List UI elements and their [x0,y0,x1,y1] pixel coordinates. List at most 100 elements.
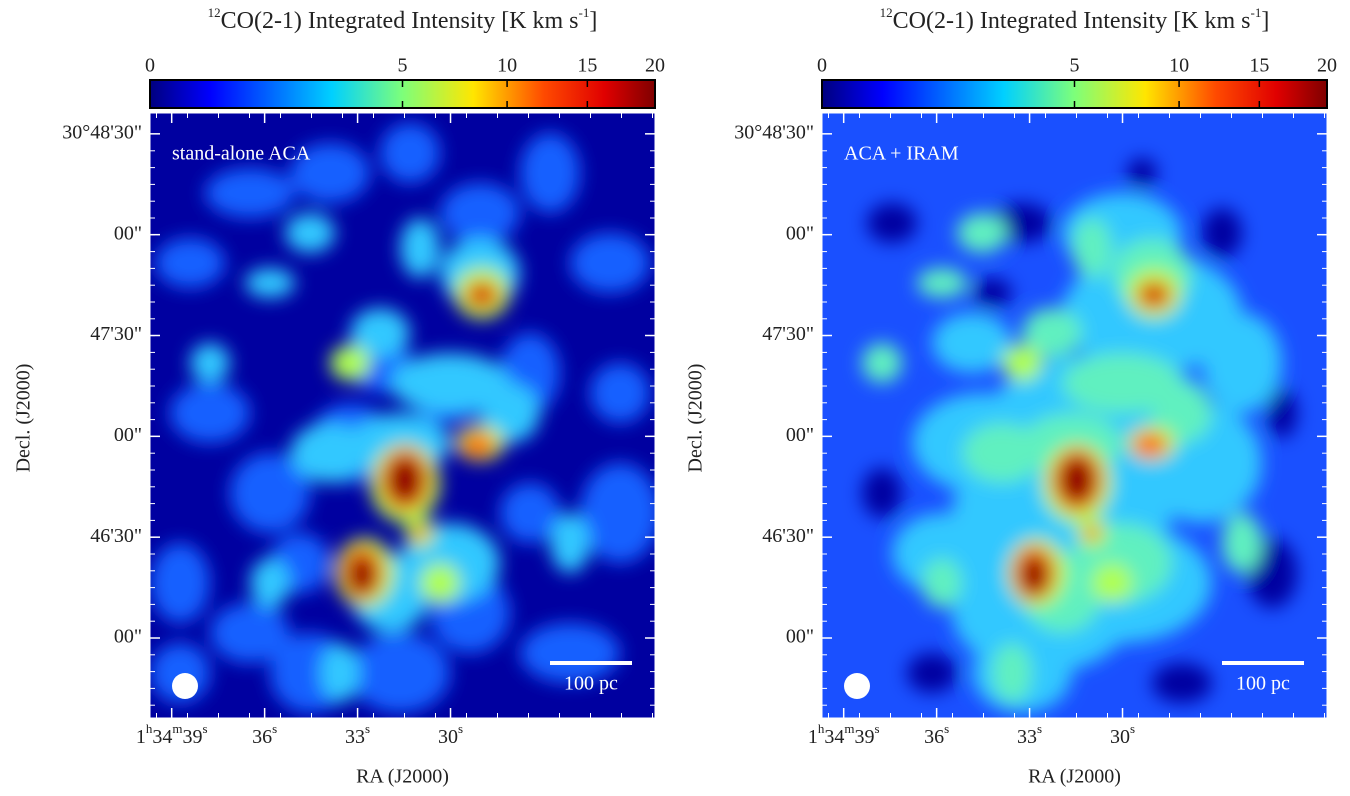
map-blob [1084,525,1100,541]
colorbar-tick-label: 5 [1070,55,1080,77]
map-blob [210,603,290,663]
map-blob [1202,313,1282,413]
map-blob [922,558,962,608]
intensity-map [822,113,1327,718]
map-blob [190,343,230,383]
colorbar-tick-label: 0 [817,55,827,77]
colorbar-tick-label: 10 [1169,55,1189,77]
y-tick-label: 46'30" [762,525,814,547]
map-blob [520,133,580,213]
map-blob [1222,513,1262,573]
map-blob [570,233,650,293]
colorbar-tick-label: 15 [577,55,597,77]
x-tick-label: 33s [1017,721,1042,748]
y-tick-label: 00" [114,424,142,446]
y-tick-label: 00" [114,222,142,244]
map-blob [1152,383,1212,443]
map-blob [550,513,590,573]
map-blobs [862,158,1297,713]
colorbar-tick-label: 20 [645,55,665,77]
map-blob [440,183,520,243]
y-axis-label: Decl. (J2000) [685,364,707,473]
map-blob [1267,388,1297,438]
y-tick-label: 46'30" [90,525,142,547]
map-blob [917,268,967,298]
map-blob [590,363,650,423]
colorbar-tick-label: 0 [145,55,155,77]
scale-bar-label: 100 pc [1236,673,1290,695]
map-blob [1145,288,1163,302]
map-blob [520,623,620,683]
map-blob [150,543,210,623]
map-blob [205,168,295,218]
map-blob [892,513,992,593]
map-blob [907,653,957,693]
y-tick-label: 47'30" [90,323,142,345]
intensity-map [150,113,655,718]
map-blob [480,383,540,443]
map-blob [170,383,250,443]
map-blob [862,468,902,518]
beam [172,673,198,699]
map-blobs [150,123,655,713]
map-blob [250,558,290,608]
map-blob [460,432,496,458]
map-blob [390,353,510,413]
map-blob [412,525,428,541]
map-blob [1127,158,1157,188]
x-axis-label: RA (J2000) [1028,766,1121,788]
map-blob [473,288,491,302]
map-frame [821,112,1328,719]
colorbar-tick-label: 10 [497,55,517,77]
map-blob [230,453,310,533]
colorbar-title: 12CO(2-1) Integrated Intensity [K km s-1… [208,5,598,34]
map-blob [1072,218,1112,278]
y-axis-label: Decl. (J2000) [13,364,35,473]
map-blob [155,238,225,288]
x-tick-label: 33s [345,721,370,748]
colorbar-tick-label: 15 [1249,55,1269,77]
x-tick-label: 30s [1110,721,1135,748]
map-blob [1092,563,1132,603]
map-blob [320,643,360,703]
map-frame [149,112,656,719]
colorbar-tick-label: 5 [398,55,408,77]
map-blob [350,633,450,713]
colorbar-title: 12CO(2-1) Integrated Intensity [K km s-1… [880,5,1270,34]
y-tick-label: 47'30" [762,323,814,345]
map-blob [862,343,902,383]
x-tick-label: 36s [252,721,277,748]
scale-bar-label: 100 pc [564,673,618,695]
y-tick-label: 00" [114,626,142,648]
map-blob [932,313,1012,373]
map-blob [1059,456,1095,504]
map-blob [380,123,440,183]
colorbar-tick-label: 20 [1317,55,1337,77]
map-blob [1020,555,1048,595]
x-tick-label: 30s [438,721,463,748]
map-blob [992,643,1032,703]
x-axis-label: RA (J2000) [356,766,449,788]
map-blob [867,203,917,243]
x-tick-label: 1h34m39s [808,721,880,748]
map-blob [1062,353,1182,413]
map-blob [290,143,370,203]
map-blob [400,218,440,278]
map-blob [972,278,1012,308]
map-blob [1002,345,1042,381]
map-blob [1152,663,1212,703]
x-tick-label: 1h34m39s [136,721,208,748]
panel-label: stand-alone ACA [172,143,311,165]
y-tick-label: 00" [786,626,814,648]
map-blob [387,456,423,504]
map-blob [580,463,655,563]
map-blob [348,555,376,595]
y-tick-label: 30°48'30" [62,121,142,143]
map-blob [957,213,1007,253]
y-tick-label: 00" [786,222,814,244]
map-blob [1202,208,1242,258]
map-blob [330,345,370,381]
map-blob [1132,432,1168,458]
y-tick-label: 30°48'30" [734,121,814,143]
